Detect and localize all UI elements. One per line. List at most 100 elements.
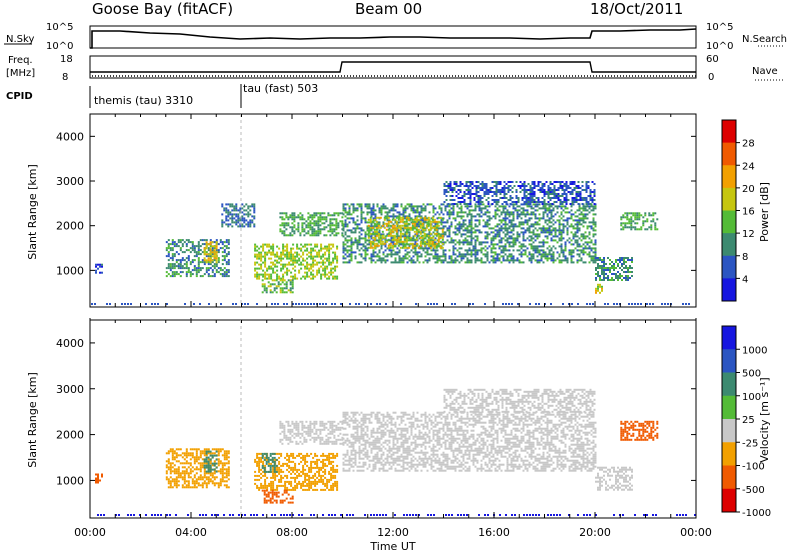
data-cell (464, 205, 467, 208)
data-cell (171, 265, 174, 268)
data-cell (341, 222, 344, 225)
data-cell (570, 251, 573, 254)
data-cell (494, 229, 497, 232)
data-cell (221, 466, 224, 469)
data-cell (175, 452, 178, 455)
data-cell (227, 211, 230, 214)
data-cell (358, 303, 360, 305)
data-cell (534, 209, 537, 212)
data-cell (594, 221, 597, 224)
data-cell (247, 207, 250, 210)
data-cell (223, 267, 226, 270)
data-cell (304, 259, 307, 262)
data-cell (239, 219, 242, 222)
data-cell (427, 236, 430, 239)
data-cell (445, 181, 448, 183)
data-cell (221, 454, 224, 457)
data-cell (551, 193, 554, 195)
data-cell (219, 269, 222, 272)
data-cell (452, 245, 455, 248)
data-cell (605, 273, 607, 275)
data-cell (404, 211, 407, 214)
data-cell (207, 249, 210, 252)
data-cell (260, 245, 263, 248)
data-cell (544, 257, 547, 260)
data-cell (456, 211, 459, 214)
data-cell (175, 482, 178, 485)
data-cell (256, 478, 259, 481)
data-cell (486, 219, 489, 222)
data-cell (522, 213, 525, 216)
data-cell (356, 215, 359, 218)
data-cell (382, 203, 385, 206)
data-cell (414, 261, 417, 264)
data-cell (223, 207, 226, 210)
data-cell (531, 197, 534, 199)
data-cell (260, 265, 263, 268)
data-cell (406, 207, 409, 210)
data-cell (530, 255, 533, 258)
data-cell (398, 249, 401, 252)
data-cell (664, 303, 666, 305)
data-cell (396, 205, 399, 208)
data-cell (552, 259, 555, 262)
data-cell (474, 245, 477, 248)
data-cell (195, 478, 198, 481)
data-cell (451, 303, 453, 305)
data-cell (396, 253, 399, 256)
data-cell (497, 201, 500, 203)
data-cell (425, 242, 428, 245)
data-cell (561, 185, 564, 187)
nave-tick-min: 0 (708, 72, 714, 83)
data-cell (415, 220, 418, 223)
data-cell (290, 259, 293, 262)
data-cell (274, 271, 277, 274)
data-cell (398, 259, 401, 262)
data-cell (225, 239, 228, 242)
data-cell (165, 241, 168, 244)
data-cell (254, 253, 257, 256)
data-cell (415, 242, 418, 245)
data-cell (601, 267, 603, 269)
data-cell (494, 217, 497, 220)
data-cell (390, 237, 393, 240)
colorbar-swatch (722, 255, 736, 279)
data-cell (187, 267, 190, 270)
data-cell (522, 245, 525, 248)
data-cell (274, 253, 277, 256)
data-cell (171, 267, 174, 270)
data-cell (166, 303, 168, 305)
data-cell (262, 486, 265, 489)
data-cell (458, 227, 461, 230)
data-cell (576, 235, 579, 238)
data-cell (299, 212, 302, 215)
data-cell (283, 212, 286, 215)
data-cell (490, 241, 493, 244)
data-cell (225, 219, 228, 222)
data-cell (318, 267, 321, 270)
data-cell (582, 249, 585, 252)
data-cell (518, 241, 521, 244)
data-cell (613, 273, 615, 275)
data-cell (483, 185, 486, 187)
data-cell (258, 253, 261, 256)
data-cell (504, 259, 507, 262)
data-cell (538, 253, 541, 256)
data-cell (627, 269, 629, 271)
data-cell (572, 251, 575, 254)
data-cell (474, 209, 477, 212)
data-cell (470, 235, 473, 238)
data-cell (605, 277, 607, 279)
data-cell (266, 484, 269, 487)
data-cell (241, 225, 244, 228)
data-cell (504, 211, 507, 214)
data-cell (522, 227, 525, 230)
data-cell (207, 273, 210, 276)
data-cell (496, 223, 499, 226)
data-cell (390, 239, 393, 242)
data-cell (334, 253, 337, 256)
data-cell (217, 464, 220, 467)
data-cell (181, 267, 184, 270)
data-cell (597, 259, 599, 261)
data-cell (625, 261, 627, 263)
